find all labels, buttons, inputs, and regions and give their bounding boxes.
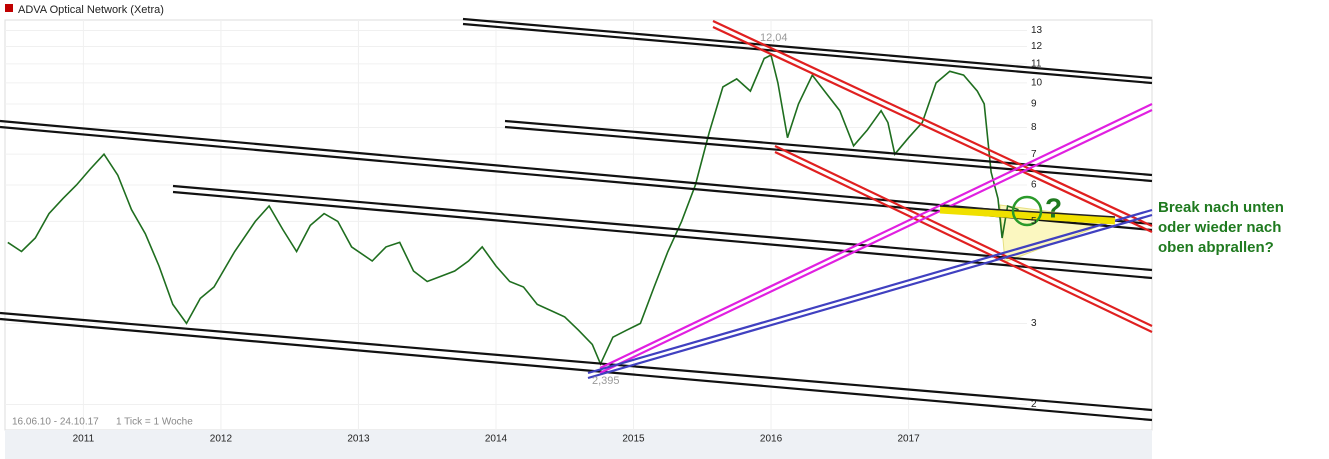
trend-line — [172, 184, 1153, 272]
y-tick-label: 7 — [1031, 149, 1037, 160]
low-label: 2,395 — [592, 375, 620, 387]
question-mark: ? — [1045, 192, 1062, 223]
trend-line — [587, 213, 1153, 380]
trend-line — [599, 109, 1153, 374]
support-band — [939, 206, 1116, 225]
price-layer — [7, 53, 1019, 366]
trend-line — [599, 103, 1153, 369]
price-line — [7, 53, 1019, 366]
x-tick-label: 2014 — [485, 434, 508, 445]
highlight-circle — [1011, 195, 1043, 227]
trend-line — [504, 119, 1153, 177]
y-tick-label: 11 — [1031, 58, 1042, 69]
x-tick-label: 2015 — [622, 434, 645, 445]
x-tick-label: 2013 — [347, 434, 370, 445]
y-tick-label: 10 — [1031, 78, 1043, 89]
x-tick-label: 2011 — [73, 434, 95, 445]
trend-line — [587, 208, 1153, 375]
interval-label: 1 Tick = 1 Woche — [116, 417, 193, 428]
trend-line — [0, 311, 1153, 412]
period-label: 16.06.10 - 24.10.17 — [12, 417, 99, 428]
comment-line: oder wieder nach — [1158, 219, 1281, 236]
y-tick-label: 9 — [1031, 99, 1037, 110]
comment-line: oben abprallen? — [1158, 239, 1274, 256]
x-tick-label: 2017 — [897, 434, 920, 445]
trend-line — [774, 145, 1153, 327]
comment-line: Break nach unten — [1158, 199, 1284, 216]
trend-line — [712, 26, 1153, 233]
x-tick-label: 2012 — [210, 434, 233, 445]
y-tick-label: 13 — [1031, 25, 1043, 36]
x-axis-band — [5, 430, 1152, 459]
high-label: 12,04 — [760, 32, 788, 44]
chart-title: ADVA Optical Network (Xetra) — [18, 4, 164, 16]
title-icon — [5, 4, 13, 12]
x-tick-label: 2016 — [760, 434, 783, 445]
y-tick-label: 3 — [1031, 318, 1037, 329]
y-tick-label: 5 — [1031, 216, 1037, 227]
trend-line — [939, 205, 1116, 218]
trend-line — [462, 22, 1153, 85]
trend-line — [504, 125, 1153, 183]
y-tick-label: 6 — [1031, 180, 1037, 191]
trend-line — [774, 151, 1153, 333]
y-tick-label: 2 — [1031, 399, 1037, 410]
trend-line — [462, 17, 1153, 80]
y-tick-label: 8 — [1031, 122, 1037, 133]
trend-line — [0, 317, 1153, 422]
trend-line — [172, 190, 1153, 280]
y-tick-label: 12 — [1031, 41, 1043, 52]
trend-line — [712, 20, 1153, 227]
trend-lines — [0, 17, 1153, 422]
